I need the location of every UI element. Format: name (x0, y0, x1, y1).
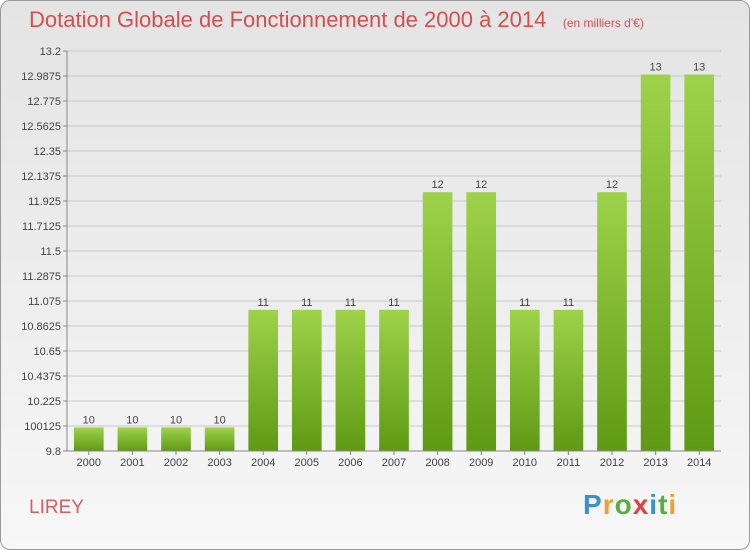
value-label-2002: 10 (170, 414, 182, 426)
bar-2009 (466, 192, 497, 452)
x-tick-label-2010: 2010 (513, 457, 537, 469)
bar-2014 (684, 74, 715, 451)
bar-2003 (204, 427, 235, 451)
chart-title: Dotation Globale de Fonctionnement de 20… (29, 7, 547, 32)
bar-2004 (248, 309, 279, 451)
axes: 9.8 100125 10.225 10.4375 10.65 10.8625 11.075… (21, 46, 721, 469)
chart-unit: (en milliers d'€) (562, 16, 644, 30)
y-tick-label: 11.2875 (22, 271, 61, 283)
y-tick-label: 10.8625 (21, 321, 61, 333)
bar-2012 (597, 192, 627, 452)
bar-2006 (335, 309, 366, 451)
y-tick-label: 11.075 (28, 296, 61, 308)
value-label-2010: 11 (519, 297, 530, 309)
y-tick-label: 12.5625 (21, 121, 61, 133)
y-tick-label: 11.925 (28, 196, 61, 208)
x-tick-label-2002: 2002 (164, 457, 188, 469)
y-tick-label: 9.8 (46, 446, 61, 458)
x-tick-label-2011: 2011 (557, 457, 581, 469)
y-tick-label: 10.225 (27, 396, 61, 408)
bar-2008 (422, 192, 453, 452)
x-tick-label-2003: 2003 (207, 457, 231, 469)
bar-2002 (161, 427, 191, 451)
y-tick-label: 11.7125 (22, 221, 61, 233)
x-tick-label-2012: 2012 (600, 457, 624, 469)
y-tick-label: 10.65 (33, 346, 61, 358)
proxiti-logo[interactable]: Proxiti (583, 489, 678, 520)
y-tick-label: 13.2 (40, 46, 61, 58)
y-tick-label: 12.775 (27, 96, 61, 108)
value-label-2006: 11 (345, 297, 356, 309)
value-label-2007: 11 (388, 297, 399, 309)
y-tick-label: 11.5 (40, 246, 61, 258)
bar-2011 (553, 309, 584, 451)
bars: 10 10 10 10 11 11 11 11 12 12 11 11 12 13 13 (73, 62, 715, 452)
x-tick-label-2005: 2005 (295, 457, 319, 469)
value-label-2005: 11 (301, 297, 312, 309)
x-tick-label-2000: 2000 (77, 457, 101, 469)
x-tick-label-2007: 2007 (382, 457, 406, 469)
x-tick-label-2009: 2009 (469, 457, 493, 469)
chart-title-block: Dotation Globale de Fonctionnement de 20… (29, 7, 644, 33)
bar-2010 (509, 309, 540, 451)
y-tick-label: 12.1375 (21, 171, 61, 183)
value-label-2000: 10 (83, 414, 95, 426)
value-label-2013: 13 (649, 62, 661, 74)
x-tick-label-2006: 2006 (338, 457, 362, 469)
x-tick-label-2014: 2014 (687, 457, 711, 469)
value-label-2009: 12 (475, 179, 487, 191)
x-tick-label-2013: 2013 (643, 457, 667, 469)
town-name: LIREY (29, 497, 84, 518)
value-label-2008: 12 (431, 179, 443, 191)
bar-2001 (117, 427, 148, 451)
x-tick-label-2008: 2008 (425, 457, 449, 469)
value-label-2014: 13 (693, 62, 705, 74)
x-tick-label-2004: 2004 (251, 457, 275, 469)
value-label-2003: 10 (213, 414, 225, 426)
bar-2000 (73, 427, 104, 451)
x-tick-label-2001: 2001 (120, 457, 144, 469)
value-label-2001: 10 (126, 414, 138, 426)
y-tick-label: 10.4375 (21, 371, 61, 383)
y-tick-label: 12.35 (33, 146, 61, 158)
y-tick-label: 12.9875 (21, 71, 61, 83)
y-tick-label: 100125 (24, 421, 61, 433)
bar-2005 (291, 309, 322, 451)
bar-2007 (379, 309, 409, 451)
value-label-2011: 11 (563, 297, 574, 309)
value-label-2004: 11 (257, 297, 268, 309)
value-label-2012: 12 (606, 179, 618, 191)
bar-2013 (640, 74, 671, 451)
